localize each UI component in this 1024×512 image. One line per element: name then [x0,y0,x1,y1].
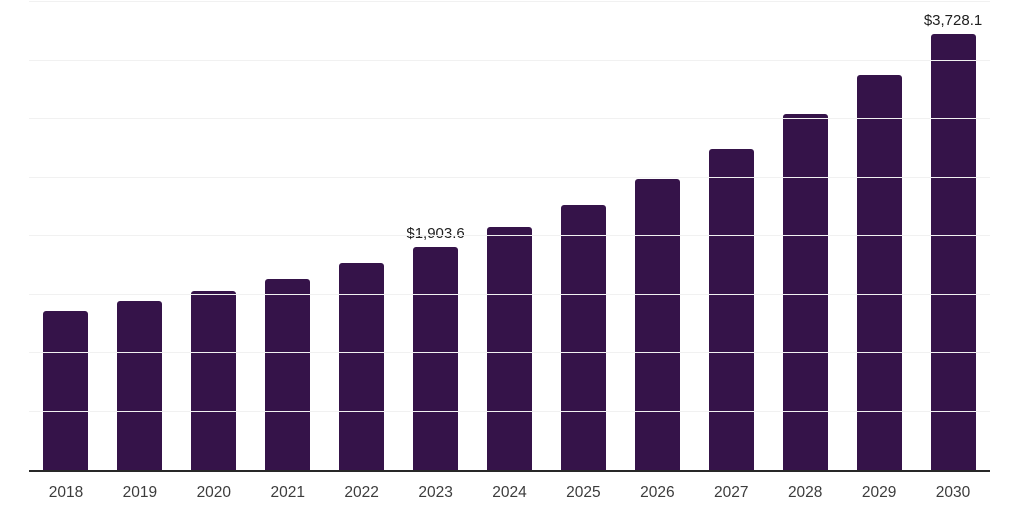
bar-2018[interactable] [43,311,89,470]
bar-slot [103,2,177,470]
bar-2022[interactable] [339,263,385,470]
gridline [29,59,990,61]
data-label-2030: $3,728.1 [923,11,983,29]
gridline [29,410,990,412]
bar-slot [768,2,842,470]
gridline [29,1,990,2]
bar-slot [251,2,325,470]
bar-slot [177,2,251,470]
x-tick-2023: 2023 [418,484,453,501]
x-tick-2029: 2029 [861,484,897,501]
plot-area: $1,903.6 $3,728.1 [29,1,990,472]
x-tick-2018: 2018 [48,484,84,501]
bar-slot [546,2,620,470]
x-axis-labels: 2018 2019 2020 2021 2022 2023 2024 2025 2026 2027… [29,484,990,501]
x-tick-2019: 2019 [122,484,158,501]
bar-2028[interactable] [782,113,828,470]
bar-2030[interactable] [930,33,976,470]
bar-2024[interactable] [486,227,532,470]
x-tick-2021: 2021 [270,484,305,501]
x-tick-2030: 2030 [935,484,971,501]
x-tick-2027: 2027 [714,484,749,501]
bars-row: $1,903.6 $3,728.1 [29,2,990,470]
bar-2023[interactable] [413,247,459,470]
bar-slot [842,2,916,470]
data-label-2023: $1,903.6 [406,225,465,243]
x-tick-2024: 2024 [492,484,527,501]
x-tick-2028: 2028 [787,484,823,501]
bar-slot [473,2,547,470]
bar-2029[interactable] [856,75,902,470]
bar-slot [325,2,399,470]
gridline [29,118,990,119]
gridline [29,176,990,178]
bar-slot: $1,903.6 [399,2,473,470]
bar-2026[interactable] [634,178,680,470]
x-tick-2025: 2025 [566,484,601,501]
bar-2025[interactable] [560,205,606,470]
gridline [29,293,990,295]
x-tick-2022: 2022 [344,484,379,501]
bar-2019[interactable] [117,301,163,470]
bar-slot [694,2,768,470]
bar-2021[interactable] [265,278,311,470]
bar-2027[interactable] [708,148,754,470]
gridline [29,352,990,353]
bar-slot [620,2,694,470]
bar-slot: $3,728.1 [916,2,990,470]
bar-2020[interactable] [191,291,237,470]
gridline [29,235,990,236]
x-tick-2026: 2026 [640,484,675,501]
x-tick-2020: 2020 [196,484,232,501]
bar-slot [29,2,103,470]
